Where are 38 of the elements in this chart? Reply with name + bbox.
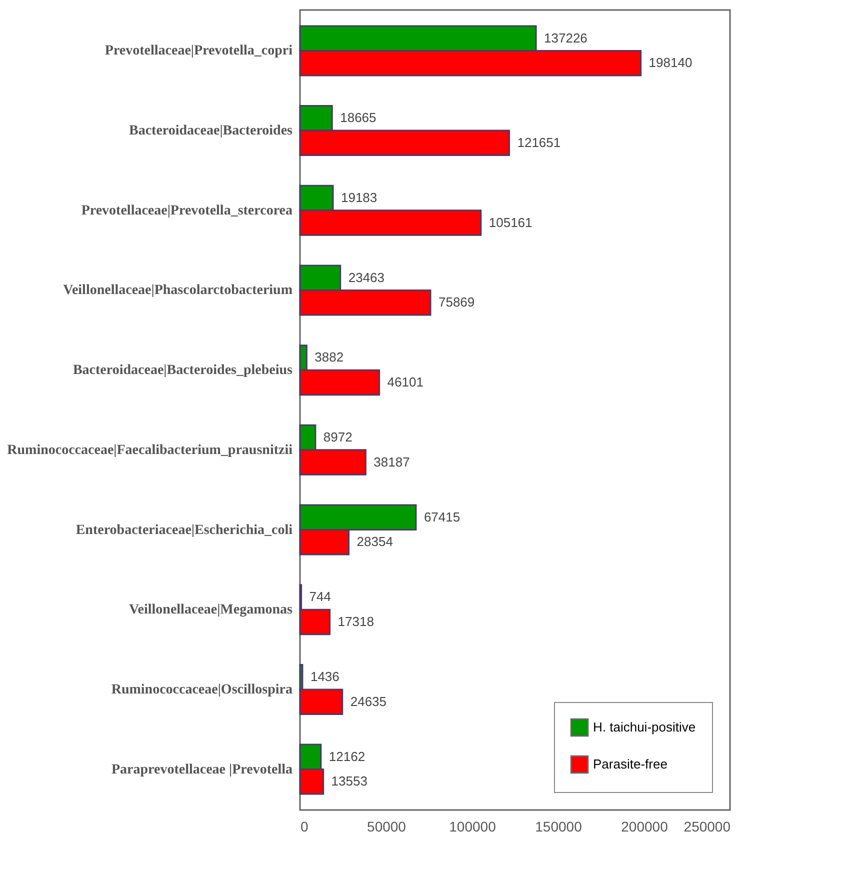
data-label: 1436	[310, 669, 340, 684]
x-tick-label: 250000	[684, 818, 731, 834]
y-tick-label: Enterobacteriaceae|Escherichia_coli	[76, 522, 293, 538]
x-tick-label: 150000	[535, 818, 582, 834]
data-label: 75869	[438, 294, 475, 310]
data-label: 198140	[648, 55, 692, 70]
x-tick-label: 200000	[621, 818, 668, 834]
data-label: 13553	[331, 774, 368, 789]
y-tick-label: Prevotellaceae|Prevotella_copri	[104, 44, 293, 59]
data-label: 744	[309, 589, 331, 604]
data-label: 19183	[340, 190, 378, 206]
data-label: 137226	[544, 30, 588, 46]
data-label: 3882	[314, 350, 344, 365]
data-label: 28354	[356, 534, 393, 550]
x-tick-label: 50000	[367, 818, 406, 834]
data-label: 17318	[338, 614, 374, 629]
y-tick-label: Veillonellaceae|Megamonas	[128, 602, 294, 618]
data-label: 18665	[340, 110, 376, 126]
x-tick-label: 0	[300, 818, 308, 834]
y-tick-label: Ruminococcaceae|Oscillospira	[111, 682, 292, 698]
y-tick-label: Paraprevotellaceae |Prevotella	[112, 762, 292, 778]
y-tick-label: Bacteroidaceae|Bacteroides_plebeius	[72, 363, 294, 378]
legend-label: Parasite-free	[593, 756, 668, 772]
y-tick-label: Bacteroidaceae|Bacteroides	[128, 124, 294, 139]
data-label: 8972	[323, 430, 352, 445]
data-label: 46101	[387, 374, 424, 390]
data-label: 38187	[374, 454, 410, 470]
legend-label: H. taichui-positive	[593, 720, 696, 734]
y-tick-label: Ruminococcaceae|Faecalibacterium_prausnitzii	[7, 442, 293, 458]
data-label: 121651	[517, 134, 561, 150]
data-label: 67415	[424, 509, 460, 524]
y-tick-label: Prevotellaceae|Prevotella_stercorea	[81, 203, 292, 218]
data-label: 23463	[348, 270, 385, 285]
y-tick-label: Veillonellaceae|Phascolarctobacterium	[63, 283, 293, 298]
data-label: 12162	[328, 748, 366, 764]
x-tick-label: 100000	[449, 818, 496, 834]
data-label: 105161	[488, 214, 532, 230]
data-label: 24635	[350, 694, 387, 709]
